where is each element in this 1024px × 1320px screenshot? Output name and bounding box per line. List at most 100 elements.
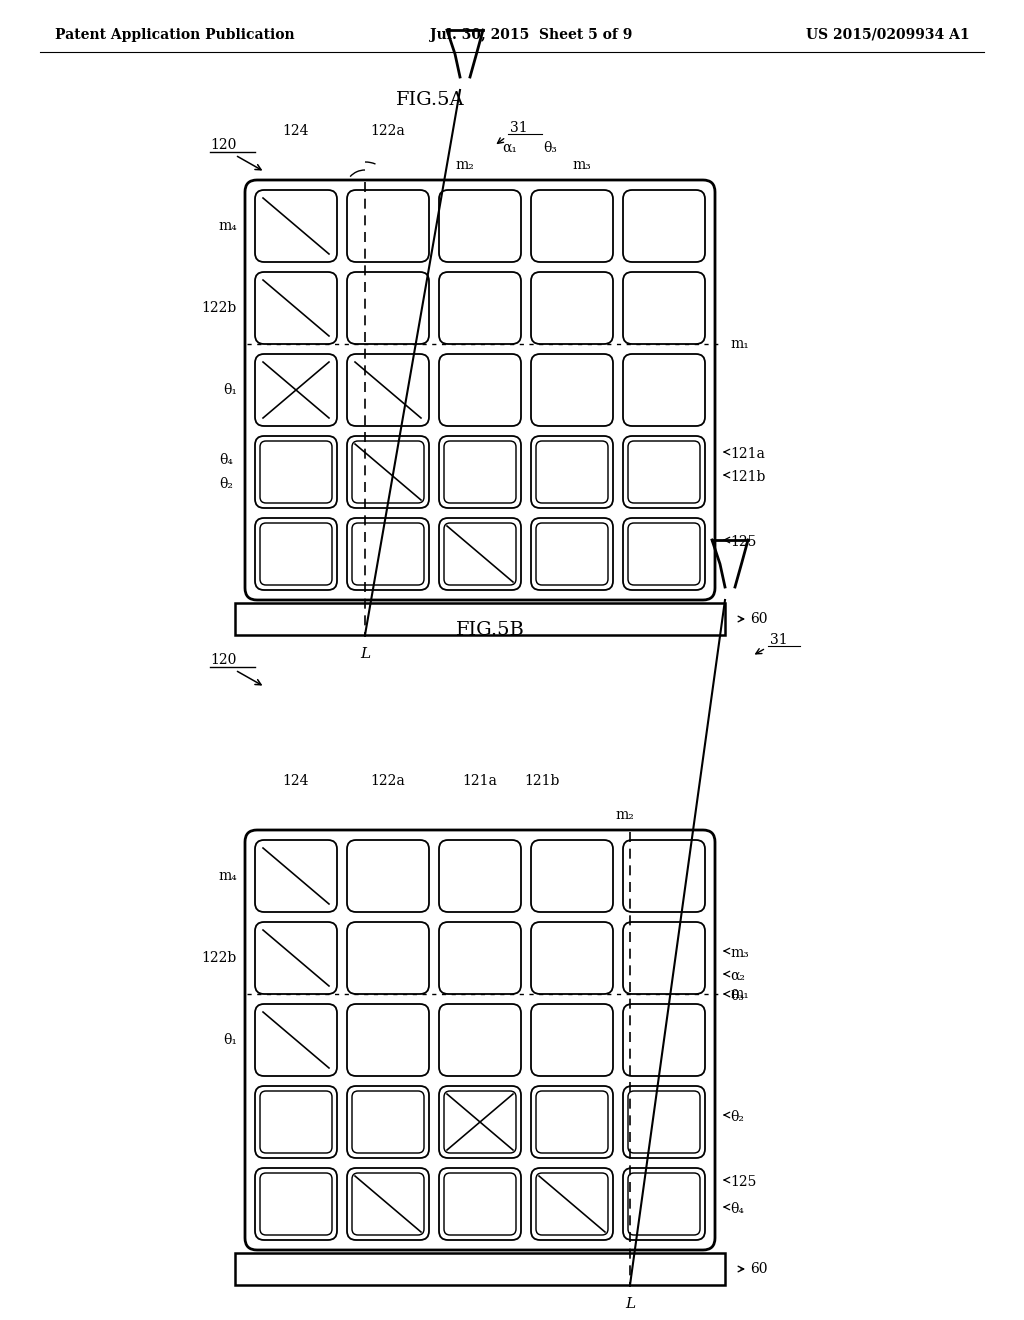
Text: m₄: m₄ (218, 869, 237, 883)
Text: θ₁: θ₁ (223, 1034, 237, 1047)
Text: Patent Application Publication: Patent Application Publication (55, 28, 295, 42)
FancyBboxPatch shape (439, 1086, 521, 1158)
FancyBboxPatch shape (260, 1173, 332, 1236)
Text: US 2015/0209934 A1: US 2015/0209934 A1 (806, 28, 970, 42)
FancyBboxPatch shape (628, 1173, 700, 1236)
FancyBboxPatch shape (255, 272, 337, 345)
FancyBboxPatch shape (347, 1086, 429, 1158)
FancyBboxPatch shape (628, 1092, 700, 1152)
Text: m₂: m₂ (456, 158, 474, 172)
Text: θ₂: θ₂ (730, 1110, 744, 1125)
FancyBboxPatch shape (255, 840, 337, 912)
FancyBboxPatch shape (531, 436, 613, 508)
Text: α₂: α₂ (730, 969, 745, 983)
FancyBboxPatch shape (531, 840, 613, 912)
FancyBboxPatch shape (531, 272, 613, 345)
Text: θ₄: θ₄ (730, 1203, 743, 1216)
FancyBboxPatch shape (531, 354, 613, 426)
FancyBboxPatch shape (623, 1086, 705, 1158)
FancyBboxPatch shape (255, 1168, 337, 1239)
FancyBboxPatch shape (255, 1005, 337, 1076)
FancyBboxPatch shape (623, 921, 705, 994)
FancyBboxPatch shape (255, 1086, 337, 1158)
FancyBboxPatch shape (628, 441, 700, 503)
Text: α₁: α₁ (503, 141, 517, 154)
FancyBboxPatch shape (628, 523, 700, 585)
Text: 31: 31 (510, 121, 527, 135)
FancyBboxPatch shape (439, 1005, 521, 1076)
FancyBboxPatch shape (255, 921, 337, 994)
FancyBboxPatch shape (444, 1092, 516, 1152)
Text: 125: 125 (730, 535, 757, 549)
FancyBboxPatch shape (536, 441, 608, 503)
FancyBboxPatch shape (536, 523, 608, 585)
Text: θ₃: θ₃ (730, 989, 743, 1003)
FancyBboxPatch shape (623, 272, 705, 345)
FancyBboxPatch shape (439, 354, 521, 426)
Text: θ₄: θ₄ (219, 453, 233, 467)
FancyBboxPatch shape (531, 190, 613, 261)
FancyBboxPatch shape (439, 840, 521, 912)
Text: L: L (625, 1298, 635, 1311)
FancyBboxPatch shape (347, 517, 429, 590)
FancyBboxPatch shape (439, 190, 521, 261)
FancyBboxPatch shape (536, 1092, 608, 1152)
FancyBboxPatch shape (439, 921, 521, 994)
Text: θ₁: θ₁ (223, 383, 237, 397)
Text: 121b: 121b (730, 470, 765, 484)
Text: 124: 124 (283, 124, 309, 139)
FancyBboxPatch shape (439, 1168, 521, 1239)
FancyBboxPatch shape (444, 1173, 516, 1236)
FancyBboxPatch shape (531, 1005, 613, 1076)
Text: 120: 120 (210, 139, 237, 152)
FancyBboxPatch shape (623, 1168, 705, 1239)
FancyBboxPatch shape (260, 523, 332, 585)
Text: 31: 31 (770, 634, 787, 647)
FancyBboxPatch shape (347, 436, 429, 508)
FancyBboxPatch shape (531, 517, 613, 590)
FancyBboxPatch shape (352, 1173, 424, 1236)
FancyBboxPatch shape (444, 441, 516, 503)
FancyBboxPatch shape (439, 517, 521, 590)
Text: 121a: 121a (730, 447, 765, 461)
FancyBboxPatch shape (347, 840, 429, 912)
Text: m₃: m₃ (572, 158, 592, 172)
FancyBboxPatch shape (347, 272, 429, 345)
Text: Jul. 30, 2015  Sheet 5 of 9: Jul. 30, 2015 Sheet 5 of 9 (430, 28, 633, 42)
Text: 120: 120 (210, 653, 237, 667)
FancyBboxPatch shape (347, 921, 429, 994)
Text: m₄: m₄ (218, 219, 237, 234)
FancyBboxPatch shape (347, 190, 429, 261)
Text: 122a: 122a (371, 124, 406, 139)
FancyBboxPatch shape (623, 354, 705, 426)
Text: FIG.5A: FIG.5A (395, 91, 464, 110)
Bar (234, 1253, 725, 1284)
FancyBboxPatch shape (439, 272, 521, 345)
FancyBboxPatch shape (255, 190, 337, 261)
Text: 60: 60 (750, 1262, 768, 1276)
FancyBboxPatch shape (245, 180, 715, 601)
FancyBboxPatch shape (444, 523, 516, 585)
FancyBboxPatch shape (347, 1168, 429, 1239)
Text: 60: 60 (750, 612, 768, 626)
FancyBboxPatch shape (260, 1092, 332, 1152)
Text: 122b: 122b (202, 950, 237, 965)
FancyBboxPatch shape (245, 830, 715, 1250)
FancyBboxPatch shape (623, 840, 705, 912)
FancyBboxPatch shape (347, 354, 429, 426)
FancyBboxPatch shape (531, 1086, 613, 1158)
FancyBboxPatch shape (347, 1005, 429, 1076)
Text: θ₂: θ₂ (219, 477, 233, 491)
FancyBboxPatch shape (352, 523, 424, 585)
FancyBboxPatch shape (531, 1168, 613, 1239)
Text: 121b: 121b (524, 774, 560, 788)
FancyBboxPatch shape (255, 517, 337, 590)
FancyBboxPatch shape (352, 441, 424, 503)
Text: m₁: m₁ (730, 337, 749, 351)
FancyBboxPatch shape (352, 1092, 424, 1152)
Text: FIG.5B: FIG.5B (456, 620, 524, 639)
FancyBboxPatch shape (439, 436, 521, 508)
Text: m₁: m₁ (730, 987, 749, 1001)
Text: 125: 125 (730, 1175, 757, 1189)
Text: θ₃: θ₃ (543, 141, 557, 154)
